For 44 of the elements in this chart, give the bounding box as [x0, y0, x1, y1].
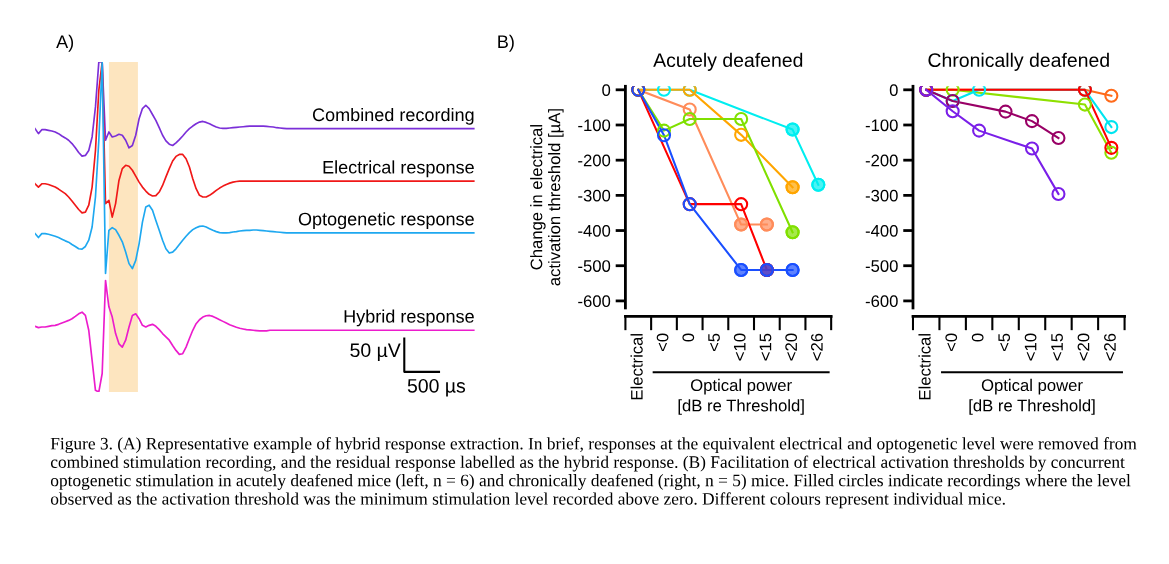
caption: Figure 3. (A) Representative example of hybrid response extraction. In brief, responses at the equivalent electrical and optogenetic level were removed from combined stimulation recording, and the residual response labelled as the hybrid response. (B) Facilitation of electrical activation thresholds by concurrent optogenetic stimulation in acutely deafened mice (left, n = 6) and chronically deafened (right, n = 5) mice. Filled circles indicate recordings where the level observed as the activation threshold was the minimum stimulation level recorded above zero. Different colours represent individual mice. [50, 437, 1137, 509]
y-tick-label: -100 [865, 119, 898, 132]
x-tick-label: <5 [998, 333, 1011, 352]
x-tick-label: <20 [785, 333, 798, 361]
x-tick-label: <15 [1051, 333, 1063, 361]
y-tick-label: -400 [865, 224, 898, 237]
series-label: Electrical response [323, 160, 474, 178]
x-tick-label: 0 [971, 333, 984, 342]
annotation: 500 µs [407, 378, 466, 397]
x-tick-label: Electrical [918, 334, 931, 400]
chart-title: Acutely deafened [653, 52, 803, 71]
x-tick-label: <26 [1104, 333, 1116, 361]
y-tick-label: -500 [578, 260, 611, 272]
y-tick-label: -200 [578, 154, 611, 167]
annotation: 50 µV [350, 343, 401, 361]
y-tick-label: -600 [578, 295, 611, 308]
y-tick-label: -100 [578, 119, 611, 132]
text: A) [56, 34, 74, 52]
y-tick-label: 0 [602, 84, 611, 97]
series-label: Combined recording [312, 107, 474, 125]
x-axis-title: Optical power [dB re Threshold] [969, 378, 1095, 415]
y-tick-label: 0 [889, 84, 898, 97]
y-tick-label: -400 [578, 224, 611, 237]
y-tick-label: -300 [578, 189, 611, 202]
x-tick-label: Electrical [630, 334, 643, 400]
x-tick-label: <15 [759, 333, 772, 361]
x-tick-label: <5 [708, 333, 720, 352]
y-axis-title: Change in electrical activation threshold [µA] [530, 109, 564, 286]
x-tick-label: 0 [682, 333, 695, 342]
x-tick-label: <20 [1077, 333, 1090, 361]
x-tick-label: <10 [1024, 333, 1037, 361]
series-label: Hybrid response [344, 309, 474, 327]
x-tick-label: <0 [656, 333, 669, 352]
y-tick-label: -600 [865, 295, 898, 308]
y-tick-label: -200 [865, 154, 898, 167]
text: B) [498, 34, 514, 52]
y-tick-label: -500 [865, 260, 898, 272]
x-tick-label: <26 [810, 333, 823, 361]
x-tick-label: <0 [945, 333, 958, 352]
chart-title: Chronically deafened [928, 52, 1109, 71]
series-label: Optogenetic response [298, 212, 474, 229]
y-tick-label: -300 [865, 189, 898, 202]
x-axis-title: Optical power [dB re Threshold] [678, 378, 804, 415]
x-tick-label: <10 [733, 333, 746, 361]
